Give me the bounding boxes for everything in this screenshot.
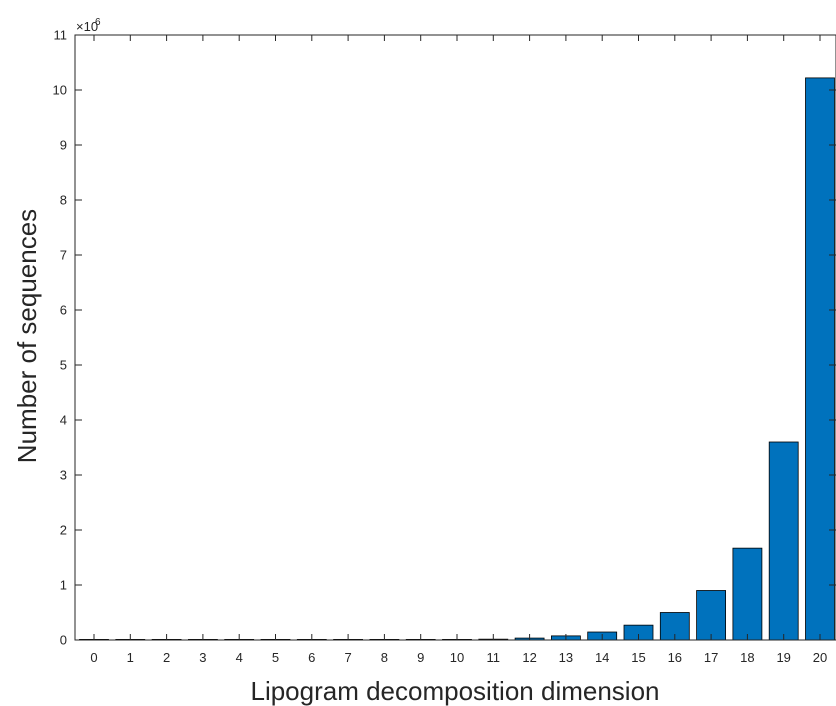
x-axis-title: Lipogram decomposition dimension	[250, 676, 659, 706]
y-tick-label-5: 5	[60, 358, 67, 373]
axes-group	[74, 34, 836, 641]
y-tick-label-0: 0	[60, 633, 67, 648]
bars-group	[79, 77, 835, 641]
x-tick-label-9: 9	[417, 650, 424, 665]
x-tick-label-2: 2	[163, 650, 170, 665]
x-tick-label-19: 19	[776, 650, 790, 665]
plot-frame	[74, 34, 836, 641]
y-tick-label-9: 9	[60, 138, 67, 153]
y-tick-label-6: 6	[60, 303, 67, 318]
bar-19	[768, 441, 799, 641]
bar-20	[805, 77, 835, 641]
y-tick-labels: 0 1 2 3 4 5 6 7 8 9 10 11	[53, 28, 67, 648]
x-tick-label-13: 13	[559, 650, 573, 665]
x-tick-label-5: 5	[272, 650, 279, 665]
x-tick-label-3: 3	[199, 650, 206, 665]
y-axis-title: Number of sequences	[12, 209, 42, 463]
x-tick-label-17: 17	[704, 650, 718, 665]
x-tick-label-7: 7	[344, 650, 351, 665]
x-tick-label-0: 0	[90, 650, 97, 665]
bar-18	[732, 547, 763, 641]
x-tick-label-12: 12	[522, 650, 536, 665]
x-tick-label-14: 14	[595, 650, 609, 665]
y-tick-label-8: 8	[60, 193, 67, 208]
x-tick-label-16: 16	[668, 650, 682, 665]
x-tick-label-18: 18	[740, 650, 754, 665]
y-tick-label-2: 2	[60, 523, 67, 538]
y-multiplier-exponent: 6	[95, 17, 101, 28]
bar-17	[696, 590, 726, 641]
y-tick-label-3: 3	[60, 468, 67, 483]
x-tick-label-20: 20	[813, 650, 827, 665]
x-tick-label-15: 15	[631, 650, 645, 665]
y-tick-label-10: 10	[53, 83, 67, 98]
y-tick-label-7: 7	[60, 248, 67, 263]
y-tick-label-11: 11	[54, 28, 68, 43]
x-tick-labels: 0 1 2 3 4 5 6 7 8 9 10 11 12 13 14 15 16 17 18 19 20	[90, 650, 827, 665]
x-tick-label-4: 4	[236, 650, 243, 665]
y-multiplier-label: ×10	[76, 19, 98, 34]
y-tick-label-1: 1	[60, 578, 67, 593]
x-tick-label-8: 8	[381, 650, 388, 665]
x-tick-label-11: 11	[487, 650, 501, 665]
x-tick-label-1: 1	[127, 650, 134, 665]
y-tick-label-4: 4	[60, 413, 67, 428]
x-tick-label-10: 10	[450, 650, 464, 665]
x-tick-label-6: 6	[308, 650, 315, 665]
